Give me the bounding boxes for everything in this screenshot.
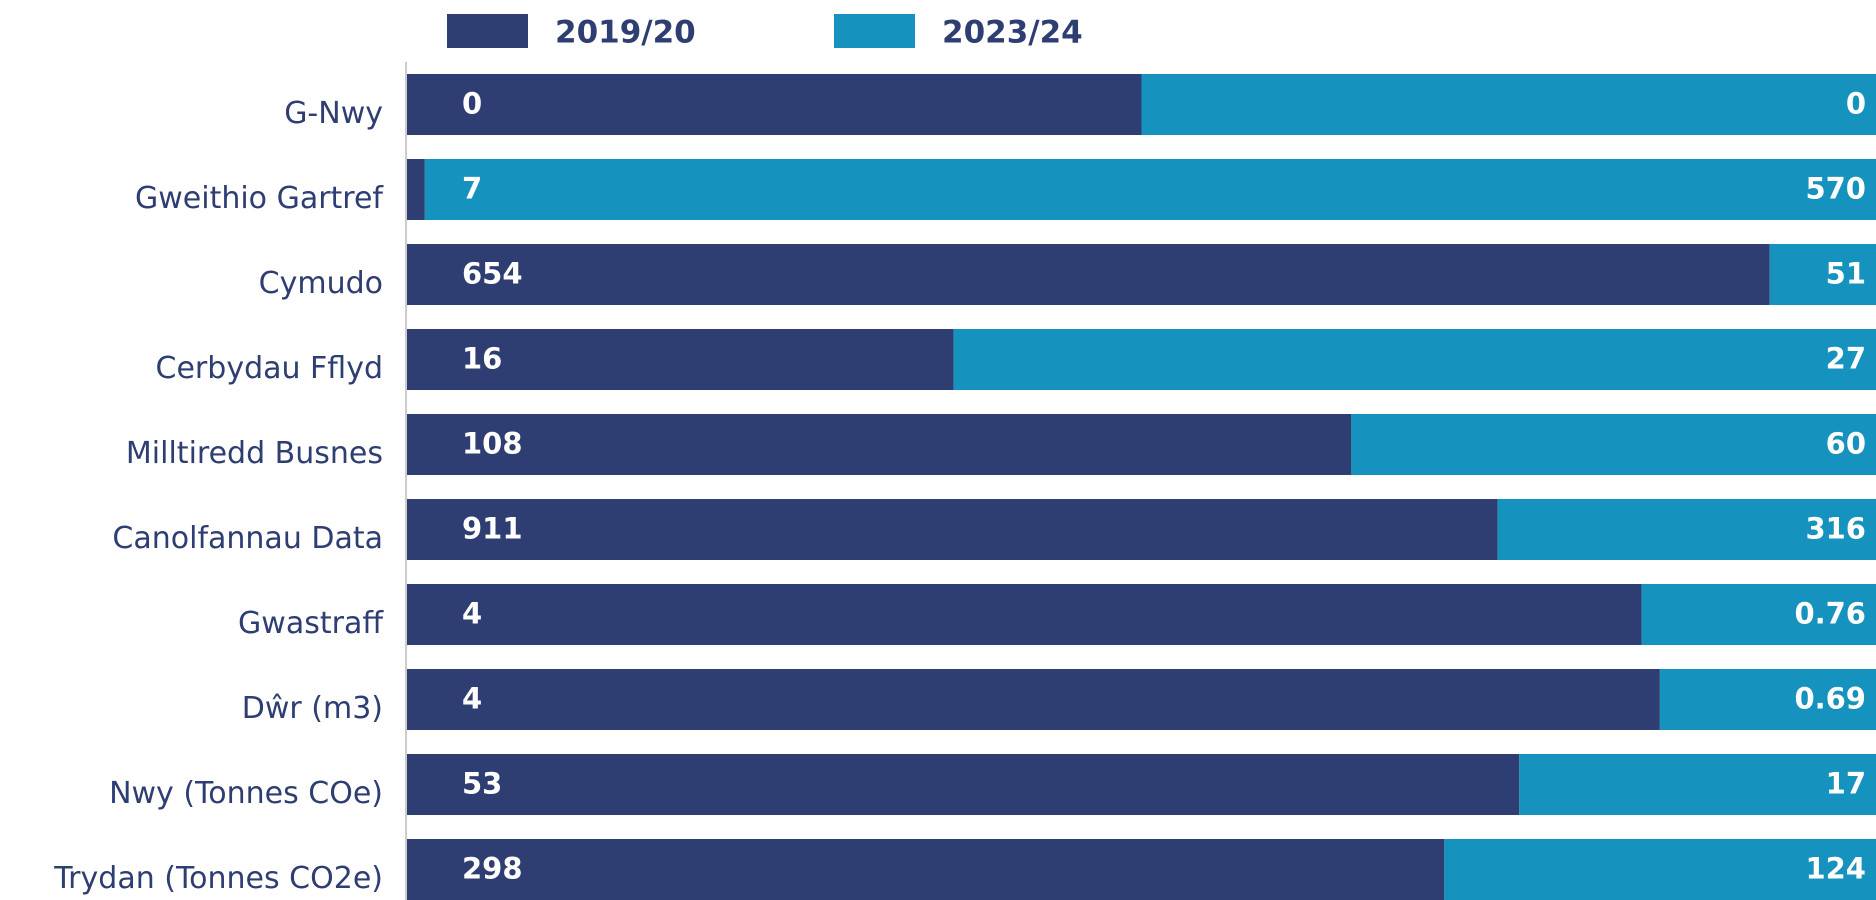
- bar-segment: [407, 74, 1142, 135]
- value-label: 60: [1826, 427, 1866, 461]
- bar-segment: [1497, 499, 1876, 560]
- value-label: 570: [1805, 172, 1866, 206]
- legend-swatch: [834, 14, 915, 48]
- category-label: Nwy (Tonnes COe): [109, 776, 383, 811]
- bar-segment: [1769, 244, 1876, 305]
- value-label: 0.69: [1794, 682, 1866, 716]
- bar-segment: [1659, 669, 1876, 730]
- bar-segment: [407, 159, 425, 220]
- value-label: 27: [1826, 342, 1866, 376]
- category-label: G-Nwy: [284, 96, 383, 131]
- category-label: Gwastraff: [238, 606, 384, 641]
- value-label: 298: [462, 852, 523, 886]
- bar-segment: [424, 159, 1876, 220]
- category-label: Milltiredd Busnes: [126, 436, 383, 471]
- bar-segment: [407, 329, 954, 390]
- value-label: 316: [1805, 512, 1866, 546]
- value-label: 4: [462, 682, 482, 716]
- bar-segment: [407, 499, 1498, 560]
- legend-label: 2023/24: [942, 15, 1083, 51]
- value-label: 17: [1826, 767, 1866, 801]
- value-label: 654: [462, 257, 523, 291]
- value-label: 4: [462, 597, 482, 631]
- value-label: 911: [462, 512, 523, 546]
- bar-segment: [1519, 754, 1876, 815]
- value-label: 0: [462, 87, 482, 121]
- value-label: 108: [462, 427, 523, 461]
- bar-segment: [407, 669, 1660, 730]
- value-label: 51: [1826, 257, 1866, 291]
- bar-segment: [407, 244, 1770, 305]
- legend-label: 2019/20: [555, 15, 696, 51]
- value-label: 0: [1846, 87, 1866, 121]
- category-label: Trydan (Tonnes CO2e): [53, 861, 383, 896]
- bar-segment: [1641, 584, 1876, 645]
- category-label: Canolfannau Data: [112, 521, 383, 556]
- bar-segment: [407, 414, 1352, 475]
- category-label: Gweithio Gartref: [135, 181, 384, 216]
- bar-segment: [407, 839, 1445, 900]
- category-label: Cymudo: [259, 266, 383, 301]
- bar-segment: [1351, 414, 1876, 475]
- bar-segment: [407, 584, 1642, 645]
- category-label: Dŵr (m3): [242, 691, 383, 726]
- value-label: 0.76: [1794, 597, 1866, 631]
- value-label: 16: [462, 342, 502, 376]
- category-label: Cerbydau Fflyd: [156, 351, 383, 386]
- bar-segment: [953, 329, 1876, 390]
- legend-swatch: [447, 14, 528, 48]
- value-label: 7: [462, 172, 482, 206]
- bar-segment: [407, 754, 1520, 815]
- value-label: 124: [1805, 852, 1866, 886]
- bar-segment: [1141, 74, 1876, 135]
- bar-segment: [1444, 839, 1876, 900]
- value-label: 53: [462, 767, 502, 801]
